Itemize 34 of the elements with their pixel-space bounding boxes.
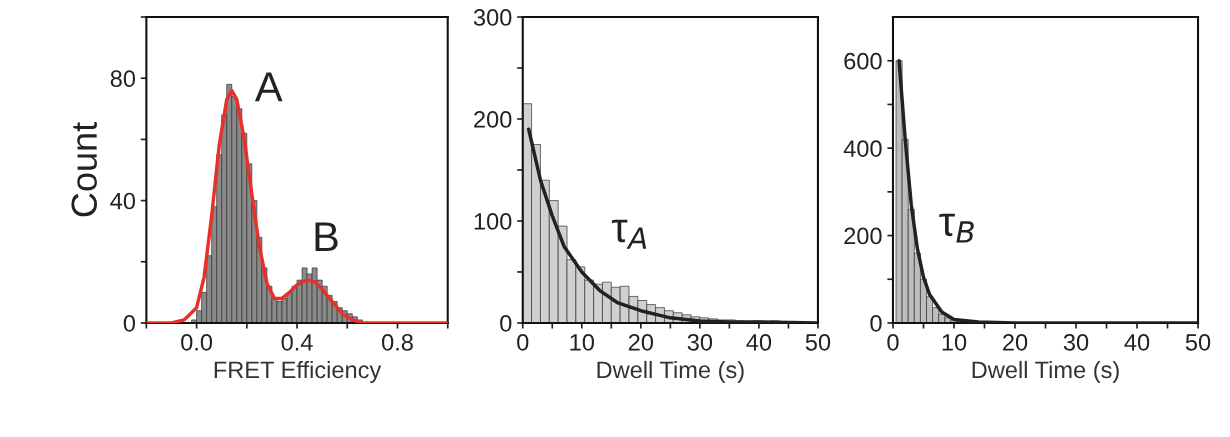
y-tick-label: 0: [500, 315, 512, 332]
y-tick-label: 100: [474, 213, 512, 230]
y-tick-label: 300: [473, 9, 512, 26]
x-tick-label: 0.4: [281, 333, 313, 351]
x-tick-label: 20: [1003, 333, 1028, 351]
x-tick-label: 0.8: [382, 333, 413, 351]
x-tick-label: 20: [628, 333, 654, 351]
x-tick-label: 10: [570, 333, 594, 351]
y-tick-label: 40: [110, 192, 136, 210]
y-tick-label: 80: [110, 70, 136, 88]
x-tick-label: 40: [1124, 333, 1150, 351]
y-tick-label: 200: [474, 111, 512, 128]
y-tick-label: 600: [844, 52, 882, 70]
x-tick-label: 30: [687, 333, 713, 351]
x-tick-label: 40: [746, 333, 772, 351]
y-axis-title: Count: [71, 122, 97, 217]
y-tick-label: 200: [844, 227, 882, 245]
x-axis-title: Dwell Time (s): [597, 360, 744, 383]
x-tick-label: 30: [1063, 333, 1089, 351]
x-tick-label: 50: [805, 333, 831, 351]
x-tick-label: 0: [887, 333, 899, 351]
x-tick-label: 0: [517, 333, 529, 351]
annotation: B: [315, 222, 338, 252]
y-tick-label: 0: [870, 315, 882, 332]
x-axis-title: FRET Efficiency: [214, 360, 382, 383]
annotation: τ$_{B}$: [939, 213, 974, 243]
y-tick-label: 400: [843, 140, 882, 157]
y-tick-label: 0: [123, 315, 136, 332]
annotation: τ$_{A}$: [611, 219, 647, 249]
x-axis-title: Dwell Time (s): [972, 360, 1119, 383]
x-tick-label: 10: [942, 333, 967, 351]
x-tick-label: 0.0: [181, 333, 213, 351]
x-tick-label: 50: [1185, 333, 1211, 351]
annotation: A: [254, 72, 283, 102]
